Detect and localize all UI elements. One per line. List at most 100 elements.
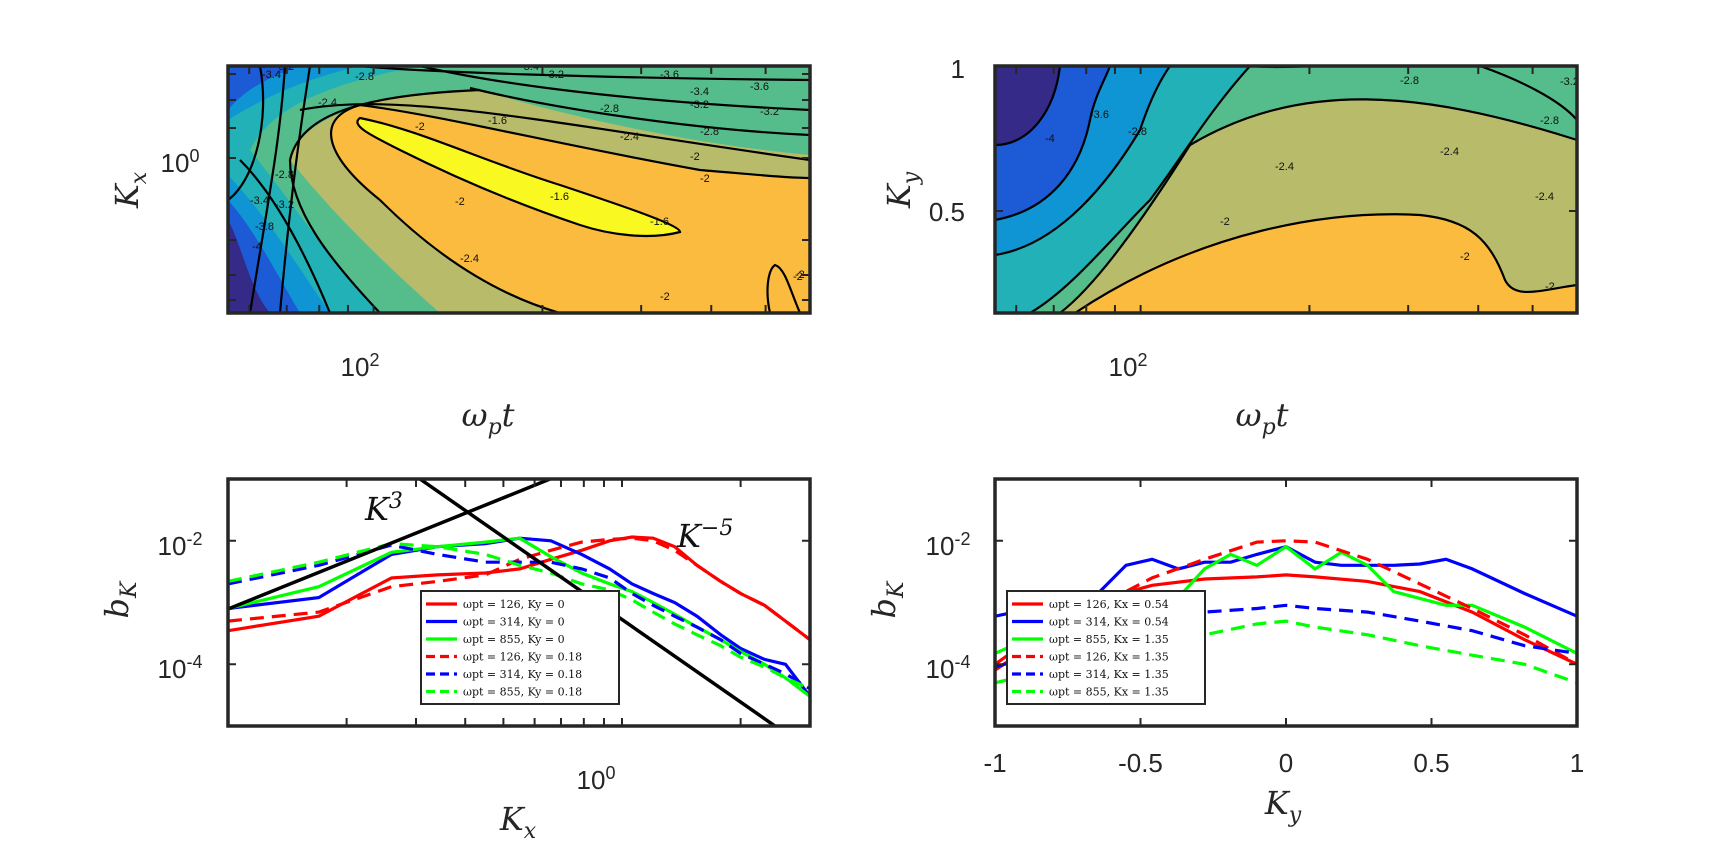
contour-label: -2.8 [700,126,719,138]
contour-label: -3.2 [275,61,294,73]
legend-entry: ωpt = 855, Kx = 1.35 [1049,633,1169,646]
legend-entry: ωpt = 855, Ky = 0.18 [463,686,582,699]
contour-lines-top-right [995,66,1577,313]
contour-label: -2.4 [460,253,479,265]
y-axis-label: bK [865,580,909,618]
legend-entry: ωpt = 314, Kx = 0.54 [1049,616,1169,629]
legend-entry: ωpt = 855, Ky = 0 [463,633,565,646]
contour-label: -2.8 [1128,126,1147,138]
contour-label: -2.8 [600,103,619,115]
xtick-label-exp: 2 [369,350,379,370]
contour-label: -2 [793,271,803,283]
contour-label: -2.4 [620,131,639,143]
contour-label: -1.6 [488,115,507,127]
contour-label: -2.4 [1535,191,1554,203]
legend-entry: ωpt = 126, Ky = 0 [463,598,565,611]
contour-label: -2 [455,196,465,208]
contour-label: -3.6 [660,69,679,81]
series-line [995,619,1577,685]
contour-fill-top-left: -3.4-3.4-3.2-2.8-2.4-3.4-3.2 -3.6-3.4 -3.6… [228,61,810,313]
xtick-label: 0.5 [1413,748,1449,778]
legend-box [1006,590,1206,705]
tick-marks-top-left [228,66,810,313]
contour-label: -2.4 [1440,146,1459,158]
contour-label: -3.2 [275,199,294,211]
y-axis-label-sub: y [899,171,924,185]
contour-label: -3.8 [255,221,274,233]
legend-bottom-right: ωpt = 126, Kx = 0.54 ωpt = 314, Kx = 0.54… [1006,590,1206,705]
contour-lines-top-left [228,66,810,313]
contour-label: -1.6 [650,216,669,228]
contour-label: -2 [1460,251,1470,263]
x-axis-label: Kx [499,800,537,844]
y-axis-label-sub: x [127,171,152,184]
legend-entry: ωpt = 314, Kx = 1.35 [1049,668,1169,681]
contour-label: -3.4 [520,61,539,73]
xtick-label: 100 [577,763,616,795]
contour-label: -2.8 [355,71,374,83]
contour-label: -3.4 [250,195,269,207]
legend-entry: ωpt = 314, Ky = 0.18 [463,668,582,681]
xtick-label: 102 [1109,350,1148,382]
ytick-label: 10-4 [926,652,971,684]
xtick-label: -0.5 [1118,748,1163,778]
legend-entry: ωpt = 855, Kx = 1.35 [1049,686,1169,699]
y-axis-label: Kx [108,171,152,209]
xtick-labels-bottom-right: -1 -0.5 0 0.5 1 [983,748,1584,778]
series-line [995,603,1577,669]
contour-label: -3.2 [1560,76,1579,88]
contour-label: -2.8 [1540,115,1559,127]
tick-marks-top-right [995,65,1577,313]
y-axis-label: bK [98,580,142,618]
contour-label: -2.8 [275,169,294,181]
plot-frame-top-left [226,64,812,315]
contour-label: -2.4 [1275,161,1294,173]
xtick-label: 102 [341,350,380,382]
ytick-label: 10-2 [158,529,203,561]
ytick-label: 10-2 [926,529,971,561]
contour-label: -2 [795,269,805,281]
legend-bottom-left: ωpt = 126, Ky = 0 ωpt = 314, Ky = 0 ωpt = … [420,590,620,705]
contour-panel-top-left: -3.4-3.4-3.2-2.8-2.4-3.4-3.2 -3.6-3.4 -3.6… [108,61,812,440]
contour-label: -4 [252,241,262,253]
xtick-label: 1 [1570,748,1584,778]
contour-label: -2 [1545,281,1555,293]
x-axis-label: ωpt [1235,396,1288,440]
contour-label: -2 [700,173,710,185]
ytick-label: 10-4 [158,652,203,684]
contour-label: -2 [415,121,425,133]
y-axis-label-sub: K [884,580,909,599]
xtick-label-exp: 2 [1137,350,1147,370]
contour-label: -3.4 [690,86,709,98]
legend-entry: ωpt = 126, Kx = 1.35 [1049,651,1169,664]
x-axis-label-t: t [1276,396,1289,434]
k3-guide-line [228,479,551,611]
x-axis-label-sub: x [524,819,537,844]
k-5-exp: −5 [701,516,733,541]
x-axis-label-sub: y [1288,803,1302,828]
k3-annotation: K3 [364,489,403,528]
tick-marks-bottom-right [994,479,1578,726]
contour-label: -2.4 [318,97,337,109]
x-axis-label-sub: p [488,415,502,440]
k-5-annotation: K−5 [676,516,733,555]
series-line [228,536,810,641]
contour-label: -2 [660,291,670,303]
ytick-label-exp: -4 [954,652,970,672]
contour-label: -3.6 [1090,109,1109,121]
x-axis-label: ωpt [461,396,514,440]
contour-panel-top-right: -3.2 -3.6 -2.8 -2.8 -2.8 -2.4 -2.4 -2 -2.4 -2 -2 -4… [880,54,1579,440]
series-group-bottom-left [228,535,810,698]
contour-label: -3.4 [262,69,281,81]
ytick-label-exp: -2 [954,529,970,549]
series-line [228,543,810,691]
legend-entry: ωpt = 126, Kx = 0.54 [1049,598,1169,611]
tick-marks-bottom-left [228,479,811,726]
contour-label: -2 [690,151,700,163]
plot-frame-top-right [993,64,1579,315]
ytick-label-exp: -2 [186,529,202,549]
line-panel-bottom-left: K3 K−5 10-2 10-4 100 Kx bK ωpt = 126, Ky… [98,477,812,844]
contour-label: -3.2 [545,69,564,81]
contour-label: -2 [1220,216,1230,228]
contour-label: -3.6 [750,81,769,93]
